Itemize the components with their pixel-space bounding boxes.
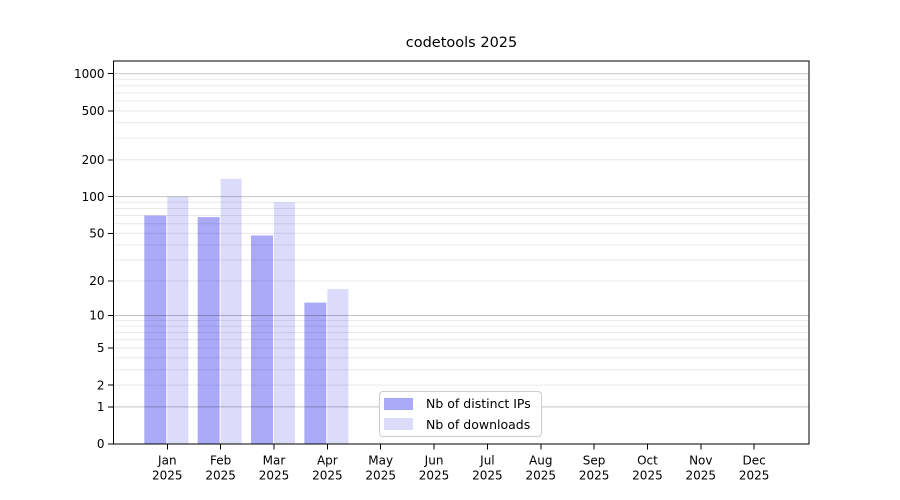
bar-distinct-ips-mar xyxy=(251,235,273,444)
x-tick-label-month: Nov xyxy=(689,454,712,468)
legend-swatch-distinct-ips xyxy=(384,397,413,410)
y-tick-label: 10 xyxy=(89,309,104,323)
bar-distinct-ips-jan xyxy=(144,215,167,444)
x-tick-label-year: 2025 xyxy=(472,469,503,483)
x-tick-label-year: 2025 xyxy=(152,469,183,483)
bar-downloads-feb xyxy=(220,178,242,444)
y-tick-label: 2 xyxy=(97,378,105,392)
y-tick-label: 200 xyxy=(82,153,105,167)
legend-swatch-downloads xyxy=(384,418,413,431)
x-tick-label-month: Jan xyxy=(157,454,177,468)
x-tick-label-year: 2025 xyxy=(205,469,236,483)
y-tick-label: 20 xyxy=(89,274,104,288)
x-tick-label-year: 2025 xyxy=(365,469,396,483)
x-tick-label-month: Jul xyxy=(479,454,494,468)
y-tick-label: 500 xyxy=(82,104,105,118)
x-tick-label-year: 2025 xyxy=(739,469,770,483)
x-tick-label-year: 2025 xyxy=(632,469,663,483)
x-tick-label-year: 2025 xyxy=(259,469,290,483)
x-tick-label-year: 2025 xyxy=(312,469,343,483)
x-tick-label-month: Oct xyxy=(637,454,658,468)
y-tick-label: 100 xyxy=(82,190,105,204)
chart-title: codetools 2025 xyxy=(405,35,518,51)
legend: Nb of distinct IPs Nb of downloads xyxy=(379,391,542,437)
x-tick-label-month: Jun xyxy=(424,454,444,468)
y-tick-label: 50 xyxy=(89,226,104,240)
bar-downloads-jan xyxy=(167,196,189,444)
bar-distinct-ips-apr xyxy=(304,302,327,444)
axes-spines xyxy=(113,60,810,445)
x-tick-label-month: Sep xyxy=(583,454,606,468)
x-tick-label-month: May xyxy=(368,454,393,468)
x-tick-label-year: 2025 xyxy=(525,469,556,483)
x-tick-label-month: Feb xyxy=(210,454,231,468)
bar-downloads-apr xyxy=(327,289,349,444)
y-tick-label: 0 xyxy=(97,437,105,451)
legend-label-distinct-ips: Nb of distinct IPs xyxy=(426,396,531,412)
y-tick-label: 1000 xyxy=(74,67,105,81)
y-tick-label: 1 xyxy=(97,400,105,414)
x-tick-label-month: Mar xyxy=(263,454,286,468)
x-tick-label-year: 2025 xyxy=(686,469,717,483)
x-tick-label-month: Dec xyxy=(743,454,766,468)
x-tick-label-year: 2025 xyxy=(419,469,450,483)
x-tick-label-month: Apr xyxy=(317,454,338,468)
y-tick-label: 5 xyxy=(97,341,105,355)
x-tick-label-month: Aug xyxy=(529,454,552,468)
legend-item-downloads: Nb of downloads xyxy=(384,416,535,434)
x-tick-label-year: 2025 xyxy=(579,469,610,483)
bar-distinct-ips-feb xyxy=(197,217,220,444)
bar-downloads-mar xyxy=(274,202,295,444)
legend-item-distinct-ips: Nb of distinct IPs xyxy=(384,395,535,413)
legend-label-downloads: Nb of downloads xyxy=(426,416,531,432)
